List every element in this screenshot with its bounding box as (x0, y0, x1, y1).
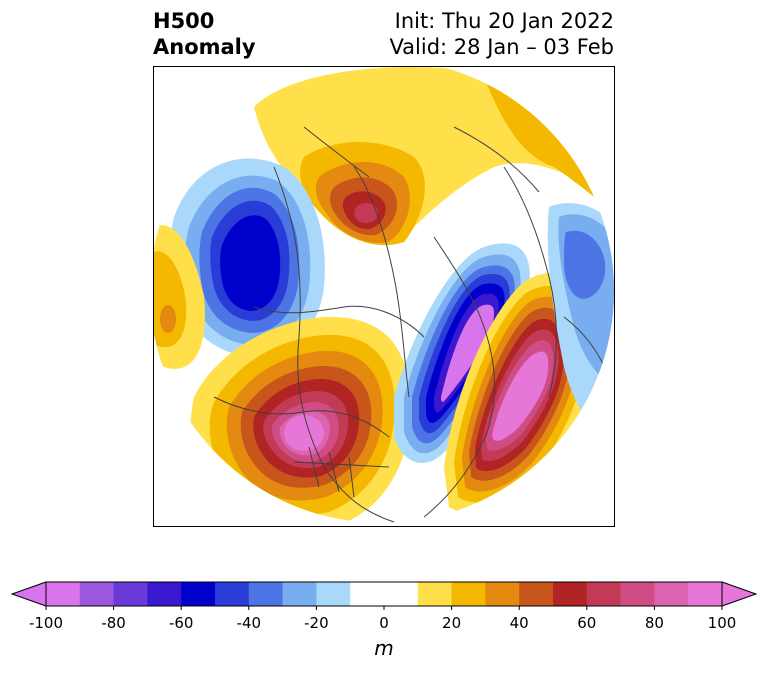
valid-date: Valid: 28 Jan – 03 Feb (389, 35, 614, 59)
colorbar-cell (282, 582, 317, 606)
west-pacific-ridge (154, 225, 205, 369)
colorbar-ticks: -100 -80 -60 -40 -20 0 20 40 60 80 100 (29, 606, 736, 632)
colorbar-cell (586, 582, 622, 606)
colorbar-cell (417, 582, 453, 606)
colorbar-extend-low (10, 581, 47, 607)
colorbar-tick-label: 60 (577, 614, 596, 632)
title-block: H500 Anomaly (153, 8, 256, 60)
colorbar-tick-label: -20 (304, 614, 329, 632)
title-line-1: H500 (153, 9, 215, 33)
colorbar-cell (147, 582, 182, 606)
colorbar-cell (181, 582, 216, 606)
coastlines (213, 126, 610, 523)
colorbar-tick-label: 80 (645, 614, 664, 632)
eastern-na-trough (394, 243, 530, 464)
colorbar-cell (688, 582, 723, 606)
colorbar-tick-label: 40 (510, 614, 529, 632)
colorbar-cell (620, 582, 655, 606)
colorbar-cell (519, 582, 554, 606)
colorbar-cell (113, 582, 148, 606)
colorbar-cell (215, 582, 250, 606)
title-line-2: Anomaly (153, 35, 256, 59)
forecast-dates: Init: Thu 20 Jan 2022 Valid: 28 Jan – 03… (389, 8, 614, 60)
colorbar-cell (46, 582, 81, 606)
pacific-trough (170, 158, 325, 357)
colorbar-cell (316, 582, 351, 606)
anomaly-map (154, 67, 614, 523)
colorbar-tick-label: -80 (101, 614, 126, 632)
colorbar-tick-label: 20 (442, 614, 461, 632)
colorbar-tick-label: -60 (169, 614, 194, 632)
colorbar-cell (553, 582, 588, 606)
colorbar-cell (654, 582, 689, 606)
colorbar-tick-label: 100 (708, 614, 737, 632)
colorbar-extend-high (721, 581, 758, 607)
colorbar-cells (10, 581, 758, 607)
colorbar-cell (384, 582, 419, 606)
init-date: Init: Thu 20 Jan 2022 (394, 9, 614, 33)
colorbar-cell (350, 582, 385, 606)
colorbar-cell (248, 582, 284, 606)
colorbar-unit-label: m (374, 636, 394, 660)
map-panel (153, 66, 615, 527)
colorbar-tick-label: -100 (29, 614, 63, 632)
western-na-ridge (190, 316, 411, 523)
colorbar: -100 -80 -60 -40 -20 0 20 40 60 80 100 (10, 581, 758, 632)
colorbar-cell (79, 582, 115, 606)
colorbar-tick-label: -40 (237, 614, 262, 632)
anomaly-contours (154, 67, 614, 523)
colorbar-tick-label: 0 (379, 614, 389, 632)
colorbar-cell (485, 582, 520, 606)
colorbar-cell (451, 582, 486, 606)
